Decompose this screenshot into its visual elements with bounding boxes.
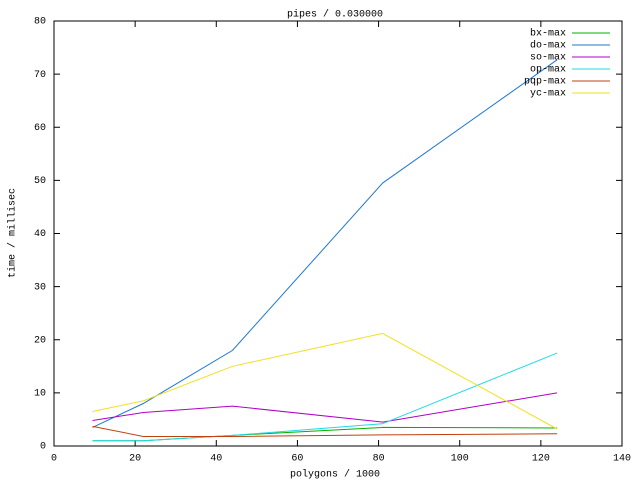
legend-label: pqp-max [524, 77, 566, 88]
y-tick-label: 20 [34, 335, 46, 346]
x-tick-label: 40 [210, 454, 222, 465]
x-tick-label: 0 [51, 454, 57, 465]
series-line [92, 392, 558, 423]
y-tick-label: 10 [34, 389, 46, 400]
series-line [92, 332, 558, 430]
y-axis-label: time / millisec [7, 188, 19, 278]
y-tick-label: 80 [34, 17, 46, 28]
legend-label: do-max [530, 40, 566, 52]
y-tick-label: 0 [40, 442, 46, 453]
series-line [92, 352, 558, 442]
y-tick-label: 30 [34, 282, 46, 293]
x-tick-label: 80 [373, 454, 385, 465]
x-tick-label: 20 [129, 454, 141, 465]
y-tick-label: 60 [34, 123, 46, 134]
x-tick-label: 60 [291, 454, 303, 465]
legend-label: op-max [530, 65, 566, 76]
series-line [92, 59, 558, 428]
series-line [92, 425, 558, 437]
x-axis-label: polygons / 1000 [290, 469, 380, 480]
y-tick-label: 50 [34, 176, 46, 187]
y-tick-label: 70 [34, 70, 46, 81]
legend-label: bx-max [530, 28, 566, 40]
x-tick-label: 100 [451, 454, 469, 465]
y-tick-label: 40 [34, 229, 46, 240]
legend-label: yc-max [530, 89, 566, 100]
legend-label: so-max [530, 53, 566, 64]
x-tick-label: 140 [613, 454, 631, 465]
chart-title: pipes / 0.030000 [287, 9, 383, 21]
x-tick-label: 120 [532, 454, 550, 465]
